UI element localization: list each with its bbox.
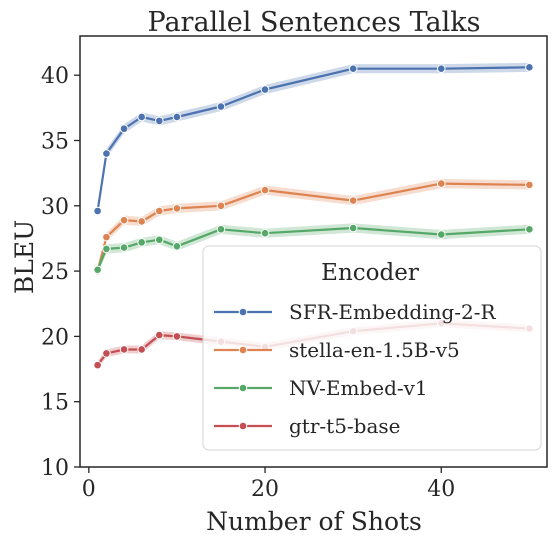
legend-marker-sfr-embedding-2-r [238,307,248,317]
data-point-nv-embed-v1 [155,235,164,245]
y-axis-label: BLEU [10,220,39,294]
data-point-sfr-embedding-2-r [348,64,358,73]
legend-marker-stella-en-1-5b-v5 [238,345,248,355]
y-tick-label: 35 [41,129,69,154]
chart-title: Parallel Sentences Talks [147,7,480,38]
y-tick-label: 10 [41,456,69,481]
data-point-nv-embed-v1 [119,243,129,252]
data-point-stella-en-1-5b-v5 [348,196,358,205]
series-line-sfr-embedding-2-r [96,66,530,212]
data-point-gtr-t5-base [102,349,111,358]
x-tick-label: 40 [427,477,455,502]
data-point-stella-en-1-5b-v5 [155,206,164,216]
data-point-nv-embed-v1 [260,228,270,238]
data-point-sfr-embedding-2-r [119,124,129,134]
x-tick-label: 20 [251,477,279,502]
data-point-nv-embed-v1 [348,223,358,233]
data-point-gtr-t5-base [137,345,146,354]
legend-marker-nv-embed-v1 [238,383,248,393]
data-point-sfr-embedding-2-r [172,112,182,122]
data-point-sfr-embedding-2-r [436,64,446,73]
data-point-stella-en-1-5b-v5 [102,232,111,242]
data-point-gtr-t5-base [172,332,182,341]
data-point-gtr-t5-base [155,330,164,340]
data-point-nv-embed-v1 [93,265,102,275]
data-point-sfr-embedding-2-r [260,85,270,94]
y-tick-label: 15 [41,391,69,416]
y-tick-label: 20 [41,325,69,350]
data-point-sfr-embedding-2-r [155,116,164,126]
axes: 0 20 40 10 15 20 25 30 35 40 [41,35,548,502]
data-point-stella-en-1-5b-v5 [119,215,129,225]
legend-label-gtr-t5-base: gtr-t5-base [289,414,401,438]
data-point-stella-en-1-5b-v5 [137,217,146,226]
series-band-stella-en-1-5b-v5 [97,179,530,276]
legend-box [202,245,542,451]
data-point-stella-en-1-5b-v5 [216,201,226,211]
data-point-sfr-embedding-2-r [102,149,111,158]
data-point-nv-embed-v1 [525,224,534,234]
x-axis-label: Number of Shots [206,507,422,536]
data-point-gtr-t5-base [119,345,129,354]
data-point-nv-embed-v1 [137,238,146,247]
data-point-sfr-embedding-2-r [137,112,146,122]
legend-label-nv-embed-v1: NV-Embed-v1 [289,376,428,400]
data-point-stella-en-1-5b-v5 [436,179,446,188]
plot-frame [79,35,548,468]
legend: Encoder SFR-Embedding-2-R stella-en-1.5B-… [202,245,542,451]
data-point-stella-en-1-5b-v5 [260,185,270,195]
data-point-nv-embed-v1 [436,230,446,239]
legend-label-stella-en-1-5b-v5: stella-en-1.5B-v5 [289,338,460,362]
data-point-sfr-embedding-2-r [216,102,226,111]
legend-label-sfr-embedding-2-r: SFR-Embedding-2-R [289,300,497,324]
y-tick-label: 30 [41,195,69,220]
data-point-nv-embed-v1 [216,224,226,234]
data-point-nv-embed-v1 [102,244,111,254]
legend-title: Encoder [321,260,419,286]
legend-marker-gtr-t5-base [238,421,248,431]
y-tick-label: 40 [41,64,69,89]
data-point-sfr-embedding-2-r [525,63,534,72]
data-point-stella-en-1-5b-v5 [172,204,182,213]
data-point-sfr-embedding-2-r [93,206,102,216]
y-tick-label: 25 [41,260,69,285]
data-point-nv-embed-v1 [172,241,182,251]
data-point-stella-en-1-5b-v5 [525,180,534,190]
data-point-gtr-t5-base [93,360,102,370]
x-tick-label: 0 [82,477,96,502]
